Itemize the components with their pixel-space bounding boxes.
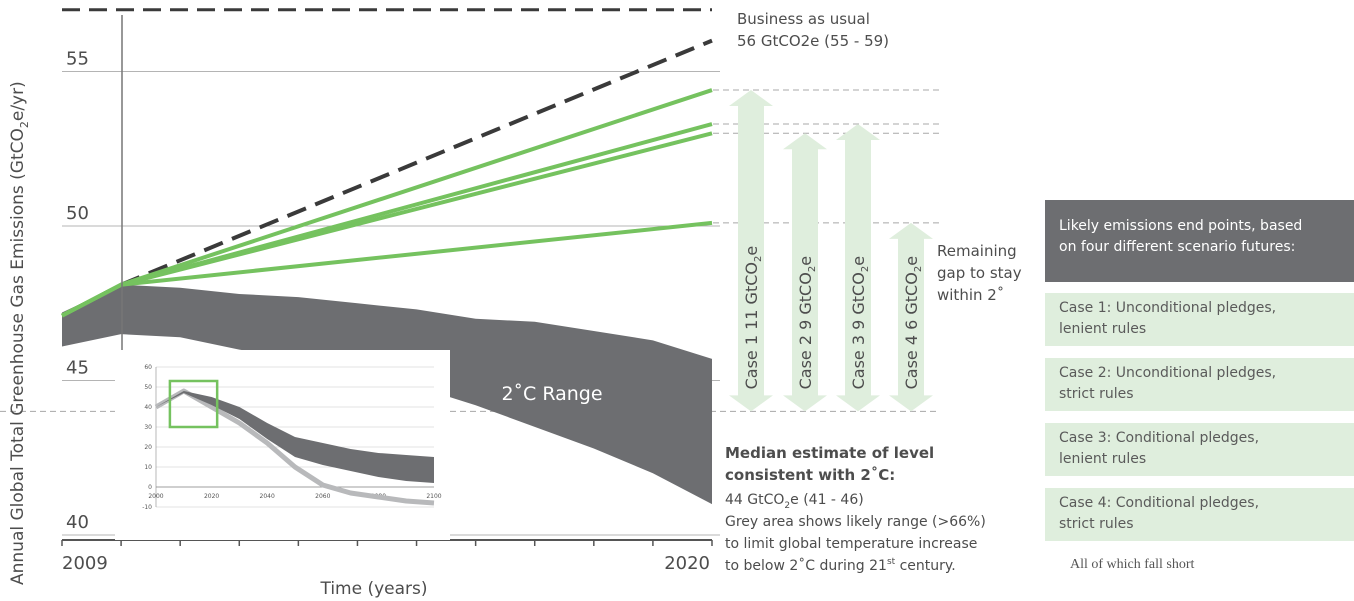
arrows-layer: Case 1 11 GtCO2e Case 2 9 GtCO2e Case 3 9 … [729, 90, 933, 412]
median-title-2: consistent with 2˚C: [725, 466, 895, 484]
inset-x-tick-2020: 2020 [204, 493, 219, 500]
inset-x-tick-2040: 2040 [260, 493, 275, 500]
inset-y-tick-40: 40 [144, 404, 152, 411]
median-value: 44 GtCO2e (41 - 46) [725, 492, 864, 511]
case-4-arrow-label: Case 4 6 GtCO2e [902, 256, 924, 389]
y-tick-label-50: 50 [66, 203, 89, 224]
case-1-line-1: Case 1: Unconditional pledges, [1059, 300, 1277, 316]
case-2-line-2: strict rules [1059, 386, 1134, 402]
case-1-line-2: lenient rules [1059, 321, 1147, 337]
inset-y-tick-20: 20 [144, 444, 152, 451]
side-panel-title-line-2: on four different scenario futures: [1059, 239, 1296, 255]
inset-x-tick-2000: 2000 [148, 493, 163, 500]
bau-title: Business as usual [737, 10, 870, 28]
inset-dark-band [156, 391, 434, 483]
inset-y-tick-50: 50 [144, 384, 152, 391]
series-layer [61, 8, 713, 318]
inset-light-curve [154, 388, 435, 506]
y-tick-label-40: 40 [66, 512, 89, 533]
inset-x-tick-2060: 2060 [315, 493, 330, 500]
y-tick-label-55: 55 [66, 49, 89, 70]
case-4-line-1: Case 4: Conditional pledges, [1059, 495, 1260, 511]
gap-label-1: Remaining [937, 242, 1017, 260]
case-3-arrow-label: Case 3 9 GtCO2e [849, 256, 871, 389]
inset-y-tick-0: 0 [148, 484, 152, 491]
case-3-arrow [836, 124, 880, 412]
gap-label-2: gap to stay [937, 264, 1022, 282]
range-text-3: to below 2˚C during 21st century. [725, 557, 956, 574]
inset-y-tick-10: 10 [144, 464, 152, 471]
case-2-line-1: Case 2: Unconditional pledges, [1059, 365, 1277, 381]
case-1-box: Case 1: Unconditional pledges, lenient r… [1045, 293, 1354, 346]
case-1-arrow-label: Case 1 11 GtCO2e [742, 246, 764, 390]
case-2-arrow-label: Case 2 9 GtCO2e [796, 256, 818, 389]
gap-label-3: within 2˚ [937, 286, 1004, 304]
side-panel-footer: All of which fall short [1070, 557, 1195, 572]
side-panel-title-line-1: Likely emissions end points, based [1059, 218, 1303, 234]
range-text-1: Grey area shows likely range (>66%) [725, 514, 986, 530]
range-band-layer [62, 284, 712, 505]
inset-y-tick-30: 30 [144, 424, 152, 431]
bau-value: 56 GtCO2e (55 - 59) [737, 32, 889, 50]
range-text-2: to limit global temperature increase [725, 536, 977, 552]
case-3-line-1: Case 3: Conditional pledges, [1059, 430, 1260, 446]
case-4-line-2: strict rules [1059, 516, 1134, 532]
case-4-box: Case 4: Conditional pledges, strict rule… [1045, 488, 1354, 541]
range-band [62, 284, 712, 505]
inset-y-tick-60: 60 [144, 364, 152, 371]
range-band-label: 2˚C Range [501, 383, 602, 405]
case-2-box: Case 2: Unconditional pledges, strict ru… [1045, 358, 1354, 411]
side-panel-title: Likely emissions end points, based on fo… [1045, 200, 1354, 282]
inset-y-tick--10: -10 [142, 504, 152, 511]
x-axis-label: Time (years) [319, 579, 427, 599]
y-axis-label: Annual Global Total Greenhouse Gas Emiss… [8, 81, 31, 585]
series-line-bau [120, 38, 713, 287]
case-4-arrow [889, 222, 933, 412]
median-title-1: Median estimate of level [725, 444, 934, 462]
case-1-arrow [729, 90, 773, 412]
labels-layer: 40 45 50 55 2˚C Range 2009 2020 [62, 49, 710, 575]
case-3-line-2: lenient rules [1059, 451, 1147, 467]
y-tick-label-45: 45 [66, 358, 89, 379]
series-line-case-4 [61, 220, 713, 318]
case-3-box: Case 3: Conditional pledges, lenient rul… [1045, 423, 1354, 476]
x-tick-label-2020: 2020 [664, 553, 710, 574]
inset-zoom-box [168, 379, 219, 429]
inset-x-tick-2100: 2100 [426, 493, 441, 500]
case-2-arrow [783, 133, 827, 412]
x-tick-label-2009: 2009 [62, 553, 108, 574]
